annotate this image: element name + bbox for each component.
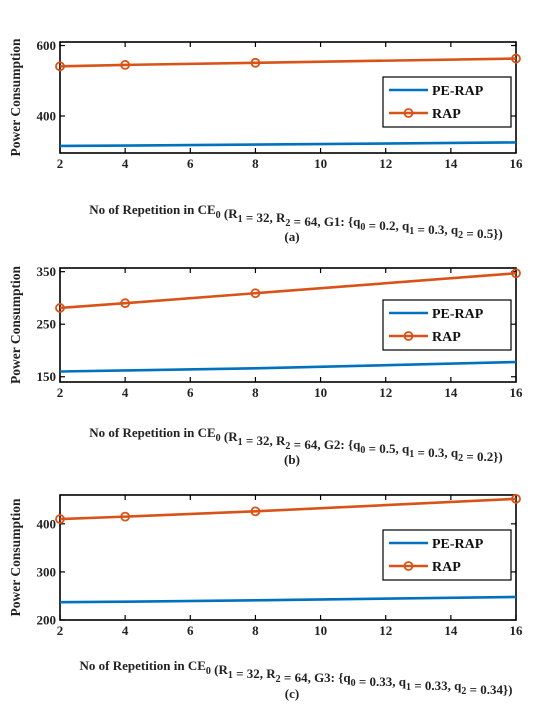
panel-caption: (c)	[285, 686, 299, 701]
x-tick-label: 6	[187, 385, 194, 400]
x-tick-label: 2	[57, 623, 64, 638]
series-line-pe-rap	[59, 360, 517, 373]
y-axis-label: Power Consumption	[8, 266, 23, 384]
rap-marker	[250, 506, 261, 517]
x-tick-label: 8	[252, 623, 259, 638]
legend-label: RAP	[432, 107, 461, 122]
x-tick-label: 14	[444, 385, 458, 400]
x-tick-label: 10	[314, 385, 327, 400]
chart-panel-0: 2 4 6 8 10 12 14 16 400 600 Power Consumption No of…	[8, 38, 523, 244]
x-tick-label: 16	[510, 385, 524, 400]
y-tick-label: 150	[37, 369, 57, 384]
x-axis-label: No of Repetition in CE0 (R1 = 32, R2 = 6…	[89, 202, 503, 241]
x-axis-label: No of Repetition in CE0 (R1 = 32, R2 = 6…	[80, 658, 513, 697]
legend-marker	[403, 331, 414, 341]
rap-marker	[55, 303, 65, 313]
axes-box	[59, 494, 517, 621]
chart-panel-1: 2 4 6 8 10 12 14 16 150 250 350 Power Consumption No…	[8, 264, 523, 467]
chart-panel-2: 2 4 6 8 10 12 14 16 200 300 400 Power Consumption No…	[8, 493, 524, 701]
rap-marker	[511, 53, 521, 64]
panel-caption: (a)	[284, 229, 299, 244]
x-tick-label: 6	[187, 623, 194, 638]
legend-label: RAP	[432, 330, 461, 345]
series-line-rap	[59, 271, 517, 310]
x-tick-label: 2	[57, 156, 64, 171]
x-tick-label: 10	[314, 623, 327, 638]
rap-marker	[250, 288, 261, 299]
legend-label: PE-RAP	[432, 537, 484, 552]
y-tick-label: 400	[37, 109, 57, 124]
y-axis-label: Power Consumption	[8, 38, 23, 156]
rap-marker	[511, 268, 521, 279]
x-tick-label: 12	[379, 385, 392, 400]
rap-marker	[120, 60, 131, 70]
series-line-rap	[59, 57, 517, 68]
x-tick-label: 4	[122, 385, 129, 400]
x-tick-label: 8	[252, 385, 259, 400]
y-tick-label: 200	[37, 613, 57, 628]
x-tick-label: 16	[510, 156, 524, 171]
legend-marker	[403, 108, 414, 118]
x-tick-label: 6	[187, 156, 194, 171]
rap-marker	[55, 514, 65, 524]
axes-box	[59, 41, 517, 154]
legend-marker	[403, 561, 414, 571]
y-tick-label: 300	[37, 564, 57, 579]
x-tick-label: 10	[314, 156, 327, 171]
axes-box	[59, 267, 517, 383]
x-tick-label: 4	[122, 156, 129, 171]
rap-marker	[250, 57, 261, 68]
rap-marker	[120, 298, 131, 309]
rap-marker	[511, 493, 521, 504]
legend-box	[382, 299, 512, 351]
x-tick-label: 12	[379, 156, 392, 171]
x-tick-label: 14	[444, 156, 458, 171]
legend-label: PE-RAP	[432, 84, 484, 99]
x-axis-label: No of Repetition in CE0 (R1 = 32, R2 = 6…	[89, 425, 503, 464]
rap-marker	[55, 61, 65, 72]
panel-caption: (b)	[284, 452, 300, 467]
x-tick-label: 4	[122, 623, 129, 638]
legend-box	[382, 76, 512, 128]
series-line-rap	[59, 497, 517, 521]
x-tick-label: 8	[252, 156, 259, 171]
x-tick-label: 16	[510, 623, 524, 638]
legend-label: RAP	[432, 560, 461, 575]
y-axis-label: Power Consumption	[8, 498, 23, 616]
y-tick-label: 400	[37, 516, 57, 531]
x-tick-label: 14	[444, 623, 458, 638]
legend-label: PE-RAP	[432, 307, 484, 322]
x-tick-label: 2	[57, 385, 64, 400]
legend-box	[382, 529, 512, 581]
y-tick-label: 250	[37, 317, 57, 332]
y-tick-label: 600	[37, 38, 57, 53]
y-tick-label: 350	[37, 264, 57, 279]
x-tick-label: 12	[379, 623, 392, 638]
series-line-pe-rap	[59, 141, 517, 148]
series-line-pe-rap	[59, 595, 517, 604]
rap-marker	[120, 511, 131, 522]
